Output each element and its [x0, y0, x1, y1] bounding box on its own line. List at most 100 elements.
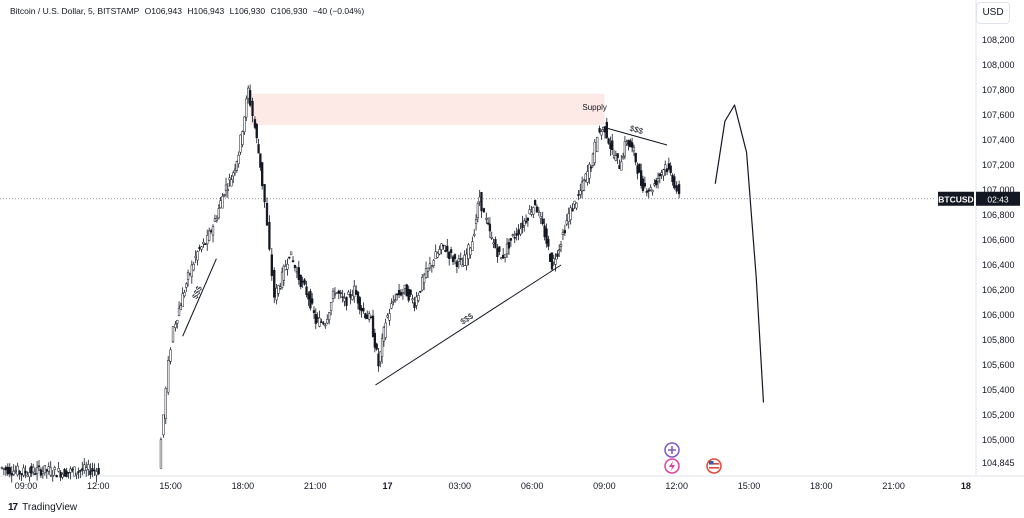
currency-button[interactable]: USD	[976, 2, 1010, 24]
candle-body	[559, 244, 563, 247]
candle-body	[299, 274, 302, 287]
candle-body	[366, 314, 369, 320]
candle-body	[392, 300, 395, 303]
candle-body	[413, 302, 416, 308]
candle-body	[405, 284, 408, 297]
y-tick-label: 105,600	[982, 360, 1015, 370]
candle-body	[355, 290, 358, 295]
y-tick-label: 106,000	[982, 310, 1015, 320]
candle-body	[24, 470, 27, 474]
candle-body	[449, 249, 453, 253]
y-tick-label: 107,000	[982, 185, 1015, 195]
y-tick-label: 108,200	[982, 35, 1015, 45]
candle-body	[415, 296, 418, 306]
candle-body	[179, 305, 182, 311]
candle-body	[500, 257, 503, 260]
candle-body	[71, 468, 74, 471]
candle-body	[320, 321, 323, 323]
candle-body	[39, 469, 43, 476]
candle-body	[253, 119, 257, 128]
candle-body	[164, 387, 167, 419]
y-tick-label: 104,845	[982, 458, 1015, 468]
candle-body	[513, 237, 516, 239]
candle-body	[465, 253, 468, 266]
candle-body	[322, 322, 325, 325]
candle-body	[364, 313, 367, 319]
candle-body	[339, 292, 342, 294]
candle-body	[351, 295, 354, 300]
candle-body	[384, 322, 387, 338]
liquidity-label: $$$	[459, 311, 476, 326]
candle-body	[521, 222, 524, 229]
candle-body	[289, 251, 293, 256]
candle-body	[211, 226, 215, 236]
close-value: C106,930	[270, 6, 308, 16]
candle-body	[369, 316, 373, 319]
candle-body	[176, 320, 179, 324]
candle-body	[85, 467, 88, 471]
x-tick-label: 18:00	[232, 481, 255, 491]
liquidity-trendline[interactable]	[604, 127, 668, 146]
candle-body	[444, 250, 447, 252]
candle-body	[43, 465, 46, 474]
candle-body	[295, 271, 299, 274]
candle-body	[34, 473, 37, 475]
candle-body	[434, 251, 437, 259]
candle-body	[424, 268, 428, 278]
y-tick-label: 106,400	[982, 260, 1015, 270]
candle-body	[382, 327, 386, 342]
liquidity-trendline[interactable]	[375, 264, 562, 386]
candle-body	[251, 100, 254, 117]
candle-body	[616, 153, 619, 159]
price-chart[interactable]: 108,200 108,000 107,800 107,600 107,400 107,2…	[0, 0, 1024, 500]
candle-body	[611, 140, 614, 150]
candle-body	[623, 141, 627, 157]
candle-body	[83, 464, 86, 471]
candle-body	[579, 190, 582, 195]
candle-body	[658, 173, 661, 177]
candle-body	[563, 230, 567, 234]
candle-body	[490, 237, 493, 239]
candle-body	[169, 349, 172, 362]
candle-body	[358, 297, 361, 310]
candle-body	[259, 153, 262, 168]
lightning-bolt-icon	[669, 461, 675, 471]
candle-body	[77, 471, 80, 473]
candle-body	[301, 280, 304, 283]
candle-body	[545, 228, 548, 244]
candle-body	[171, 326, 175, 343]
candle-body	[541, 218, 544, 225]
candle-body	[248, 90, 252, 106]
countdown-label: 02:43	[987, 194, 1009, 204]
candle-body	[438, 249, 441, 255]
candle-body	[556, 253, 559, 257]
candle-body	[18, 470, 21, 475]
candle-body	[539, 216, 542, 219]
symbol-badge-label: BTCUSD	[938, 194, 973, 204]
candle-body	[206, 234, 209, 245]
candle-body	[496, 248, 499, 257]
candle-body	[49, 467, 52, 476]
candle-body	[188, 273, 192, 275]
candle-body	[0, 467, 4, 469]
symbol-badge[interactable]	[938, 191, 974, 206]
candle-body	[430, 265, 433, 267]
candle-body	[12, 471, 15, 475]
candle-body	[8, 467, 11, 474]
candle-body	[390, 303, 393, 309]
candle-body	[2, 468, 6, 470]
supply-zone[interactable]	[250, 93, 605, 125]
candle-body	[255, 124, 258, 139]
candle-body	[93, 469, 96, 472]
candle-body	[549, 253, 552, 262]
projection-curve[interactable]	[714, 104, 765, 403]
candle-body	[575, 202, 578, 209]
candle-body	[89, 470, 92, 476]
symbol-title[interactable]: Bitcoin / U.S. Dollar, 5, BITSTAMP	[10, 6, 140, 16]
candle-body	[665, 168, 669, 173]
candle-body	[30, 466, 33, 474]
candle-body	[61, 473, 64, 478]
candle-body	[215, 218, 219, 221]
tradingview-footer[interactable]: 17 TradingView	[8, 502, 77, 513]
liquidity-trendline[interactable]	[182, 258, 217, 337]
